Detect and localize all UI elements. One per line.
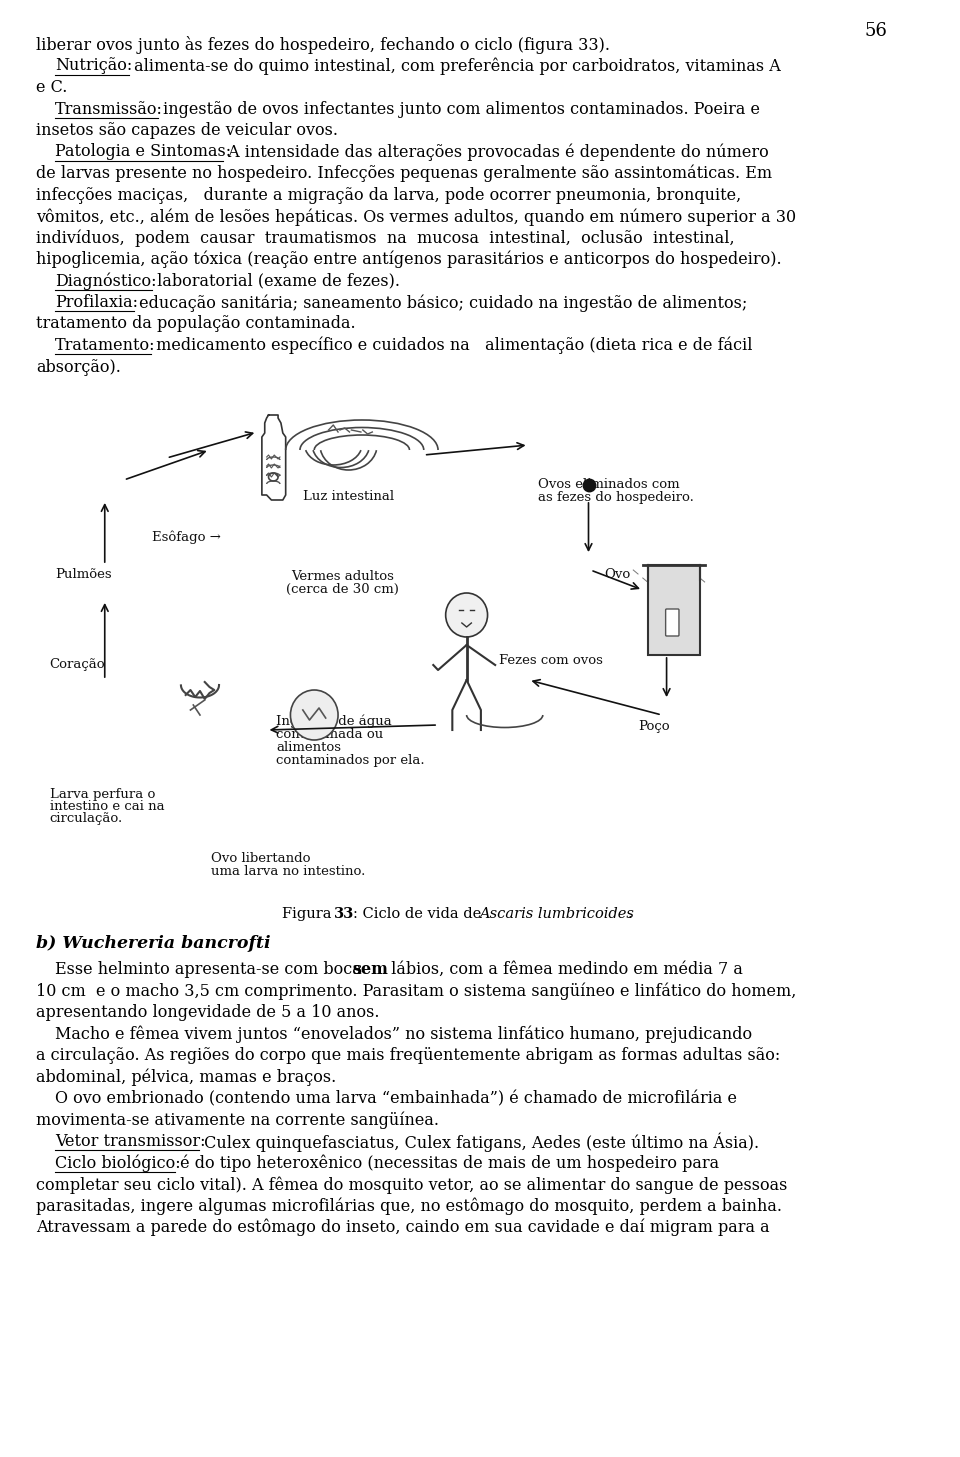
Text: hipoglicemia, ação tóxica (reação entre antígenos parasitários e anticorpos do h: hipoglicemia, ação tóxica (reação entre …	[36, 251, 781, 268]
Text: uma larva no intestino.: uma larva no intestino.	[211, 865, 366, 879]
Text: b) Wuchereria bancrofti: b) Wuchereria bancrofti	[36, 935, 271, 951]
Text: Esse helminto apresenta-se com boca: Esse helminto apresenta-se com boca	[56, 962, 367, 978]
Text: Profilaxia:: Profilaxia:	[56, 294, 138, 310]
Text: Ciclo biológico:: Ciclo biológico:	[56, 1154, 180, 1171]
Text: contaminada ou: contaminada ou	[276, 728, 383, 742]
Text: contaminados por ela.: contaminados por ela.	[276, 755, 424, 766]
Text: Tratamento:: Tratamento:	[56, 337, 156, 354]
Text: é do tipo heteroxênico (necessitas de mais de um hospedeiro para: é do tipo heteroxênico (necessitas de ma…	[175, 1154, 719, 1171]
Text: apresentando longevidade de 5 a 10 anos.: apresentando longevidade de 5 a 10 anos.	[36, 1004, 380, 1021]
Bar	[648, 565, 700, 656]
Text: parasitadas, ingere algumas microfilárias que, no estômago do mosquito, perdem a: parasitadas, ingere algumas microfilária…	[36, 1198, 782, 1215]
Text: Vetor transmissor:: Vetor transmissor:	[56, 1134, 205, 1150]
Text: intestino e cai na: intestino e cai na	[50, 800, 164, 813]
Text: Fezes com ovos: Fezes com ovos	[499, 654, 603, 667]
Text: de larvas presente no hospedeiro. Infecções pequenas geralmente são assintomátic: de larvas presente no hospedeiro. Infecç…	[36, 165, 772, 182]
Text: Vermes adultos: Vermes adultos	[292, 570, 395, 583]
Text: lábios, com a fêmea medindo em média 7 a: lábios, com a fêmea medindo em média 7 a	[386, 962, 743, 978]
Text: sem: sem	[352, 962, 388, 978]
Text: A intensidade das alterações provocadas é dependente do número: A intensidade das alterações provocadas …	[223, 143, 769, 162]
Text: Nutrição:: Nutrição:	[56, 57, 132, 74]
Text: ingestão de ovos infectantes junto com alimentos contaminados. Poeira e: ingestão de ovos infectantes junto com a…	[158, 101, 760, 118]
Text: e C.: e C.	[36, 79, 67, 96]
Text: alimenta-se do quimo intestinal, com preferência por carboidratos, vitaminas A: alimenta-se do quimo intestinal, com pre…	[129, 57, 780, 74]
Text: laboratorial (exame de fezes).: laboratorial (exame de fezes).	[152, 272, 400, 290]
Text: Figura: Figura	[282, 908, 336, 921]
Text: 56: 56	[865, 22, 888, 39]
Text: abdominal, pélvica, mamas e braços.: abdominal, pélvica, mamas e braços.	[36, 1068, 336, 1085]
Text: Atravessam a parede do estômago do inseto, caindo em sua cavidade e daí migram p: Atravessam a parede do estômago do inset…	[36, 1220, 770, 1237]
Bar	[0, 390, 914, 895]
Text: absorção).: absorção).	[36, 358, 121, 376]
Text: circulação.: circulação.	[50, 812, 123, 825]
Text: Ovo: Ovo	[605, 568, 631, 581]
Text: tratamento da população contaminada.: tratamento da população contaminada.	[36, 316, 356, 332]
Text: Patologia e Sintomas:: Patologia e Sintomas:	[56, 143, 231, 160]
Text: infecções maciças,   durante a migração da larva, pode ocorrer pneumonia, bronqu: infecções maciças, durante a migração da…	[36, 186, 741, 204]
Text: movimenta-se ativamente na corrente sangüínea.: movimenta-se ativamente na corrente sang…	[36, 1112, 439, 1129]
Text: alimentos: alimentos	[276, 742, 341, 755]
Circle shape	[291, 691, 338, 740]
Text: as fezes do hospedeiro.: as fezes do hospedeiro.	[538, 491, 694, 504]
Text: Larva perfura o: Larva perfura o	[50, 788, 155, 801]
Text: Diagnóstico:: Diagnóstico:	[56, 272, 156, 290]
Text: 33: 33	[334, 908, 354, 921]
Text: Ovo libertando: Ovo libertando	[211, 852, 311, 865]
Text: Esôfago →: Esôfago →	[153, 530, 221, 543]
Text: Luz intestinal: Luz intestinal	[302, 490, 394, 503]
Text: Coração: Coração	[50, 659, 106, 672]
Text: indivíduos,  podem  causar  traumatismos  na  mucosa  intestinal,  oclusão  inte: indivíduos, podem causar traumatismos na…	[36, 230, 734, 248]
Text: Poço: Poço	[638, 720, 670, 733]
Text: Ascaris lumbricoides: Ascaris lumbricoides	[479, 908, 635, 921]
Text: a circulação. As regiões do corpo que mais freqüentemente abrigam as formas adul: a circulação. As regiões do corpo que ma…	[36, 1048, 780, 1064]
Text: educação sanitária; saneamento básico; cuidado na ingestão de alimentos;: educação sanitária; saneamento básico; c…	[134, 294, 748, 312]
Text: Ingestão de água: Ingestão de água	[276, 715, 392, 728]
Text: vômitos, etc., além de lesões hepáticas. Os vermes adultos, quando em número sup: vômitos, etc., além de lesões hepáticas.…	[36, 208, 796, 226]
Text: liberar ovos junto às fezes do hospedeiro, fechando o ciclo (figura 33).: liberar ovos junto às fezes do hospedeir…	[36, 36, 611, 54]
Circle shape	[445, 593, 488, 637]
Text: (cerca de 30 cm): (cerca de 30 cm)	[286, 583, 399, 596]
Text: medicamento específico e cuidados na   alimentação (dieta rica e de fácil: medicamento específico e cuidados na ali…	[151, 337, 753, 354]
Text: Transmissão:: Transmissão:	[56, 101, 163, 118]
Text: Culex quinquefasciatus, Culex fatigans, Aedes (este último na Ásia).: Culex quinquefasciatus, Culex fatigans, …	[199, 1134, 758, 1152]
Text: : Ciclo de vida de: : Ciclo de vida de	[353, 908, 486, 921]
Text: insetos são capazes de veicular ovos.: insetos são capazes de veicular ovos.	[36, 122, 338, 138]
Text: Ovos eliminados com: Ovos eliminados com	[538, 478, 680, 491]
Text: O ovo embrionado (contendo uma larva “embainhada”) é chamado de microfilária e: O ovo embrionado (contendo uma larva “em…	[56, 1090, 737, 1107]
FancyBboxPatch shape	[665, 609, 679, 637]
Text: completar seu ciclo vital). A fêmea do mosquito vetor, ao se alimentar do sangue: completar seu ciclo vital). A fêmea do m…	[36, 1176, 787, 1193]
Text: .: .	[628, 908, 633, 921]
Text: 10 cm  e o macho 3,5 cm comprimento. Parasitam o sistema sangüíneo e linfático d: 10 cm e o macho 3,5 cm comprimento. Para…	[36, 982, 797, 1000]
Text: Pulmões: Pulmões	[56, 568, 112, 581]
Text: Macho e fêmea vivem juntos “enovelados” no sistema linfático humano, prejudicand: Macho e fêmea vivem juntos “enovelados” …	[56, 1026, 753, 1043]
